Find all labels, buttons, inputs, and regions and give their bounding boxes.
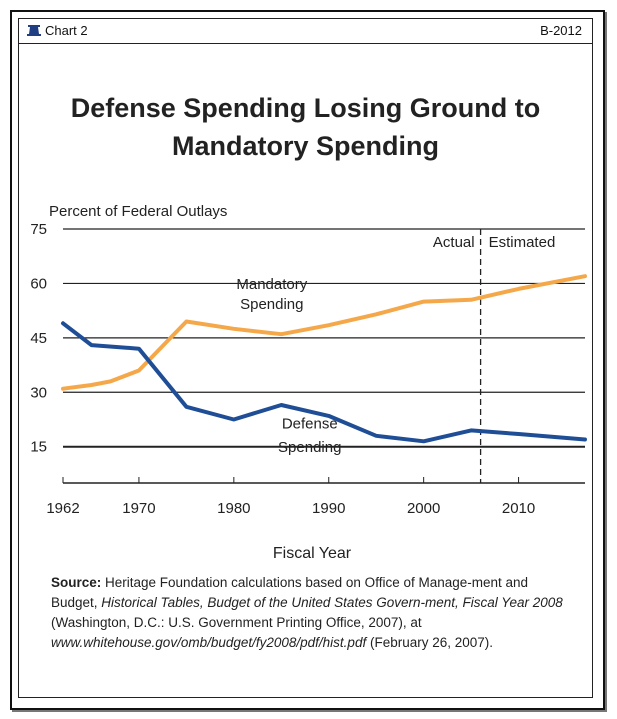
source-text-1: Heritage Foundation calculations based o… [51,575,529,610]
liberty-bell-icon [27,24,41,36]
chart-title-line1: Defense Spending Losing Ground to [70,93,541,123]
x-axis-title: Fiscal Year [273,545,352,562]
source-label: Source: [51,575,102,590]
line-chart: 15 30 45 60 75 1962 1970 1980 1990 2000 2010 Actual… [30,221,587,562]
x-tick-label-2010: 2010 [502,500,535,517]
chart-code: B-2012 [540,23,582,38]
x-tick-label-1990: 1990 [312,500,345,517]
y-tick-label-30: 30 [30,384,47,401]
chart-header-left: Chart 2 [27,23,88,38]
x-tick-label-1970: 1970 [122,500,155,517]
chart-panel: Chart 2 B-2012 Defense Spending Losing G… [18,18,593,698]
series-line-mandatory [61,274,587,391]
chart-title: Defense Spending Losing Ground to Mandat… [19,89,592,165]
y-axis-label: Percent of Federal Outlays [49,203,228,220]
chart-title-line2: Mandatory Spending [171,131,439,161]
estimated-label: Estimated [489,234,556,251]
mandatory-label-line2: Spending [240,296,303,313]
y-tick-label-45: 45 [30,330,47,347]
source-note: Source: Heritage Foundation calculations… [51,573,571,653]
mandatory-label-line1: Mandatory [236,276,307,293]
actual-label: Actual [433,234,475,251]
defense-label-line2: Spending [278,439,341,456]
x-tick-label-2000: 2000 [407,500,440,517]
series-line-defense [61,321,587,444]
y-tick-label-75: 75 [30,221,47,238]
source-text-3: (February 26, 2007). [366,635,494,650]
source-text-2: (Washington, D.C.: U.S. Government Print… [51,615,422,630]
y-tick-label-60: 60 [30,275,47,292]
y-tick-label-15: 15 [30,439,47,456]
chart-header: Chart 2 B-2012 [19,19,592,44]
source-italic-1: Historical Tables, Budget of the United … [101,595,563,610]
x-tick-label-1980: 1980 [217,500,250,517]
chart-number: Chart 2 [45,23,88,38]
x-tick-label-1962: 1962 [46,500,79,517]
defense-label-line1: Defense [282,416,338,433]
source-url: www.whitehouse.gov/omb/budget/fy2008/pdf… [51,635,367,650]
